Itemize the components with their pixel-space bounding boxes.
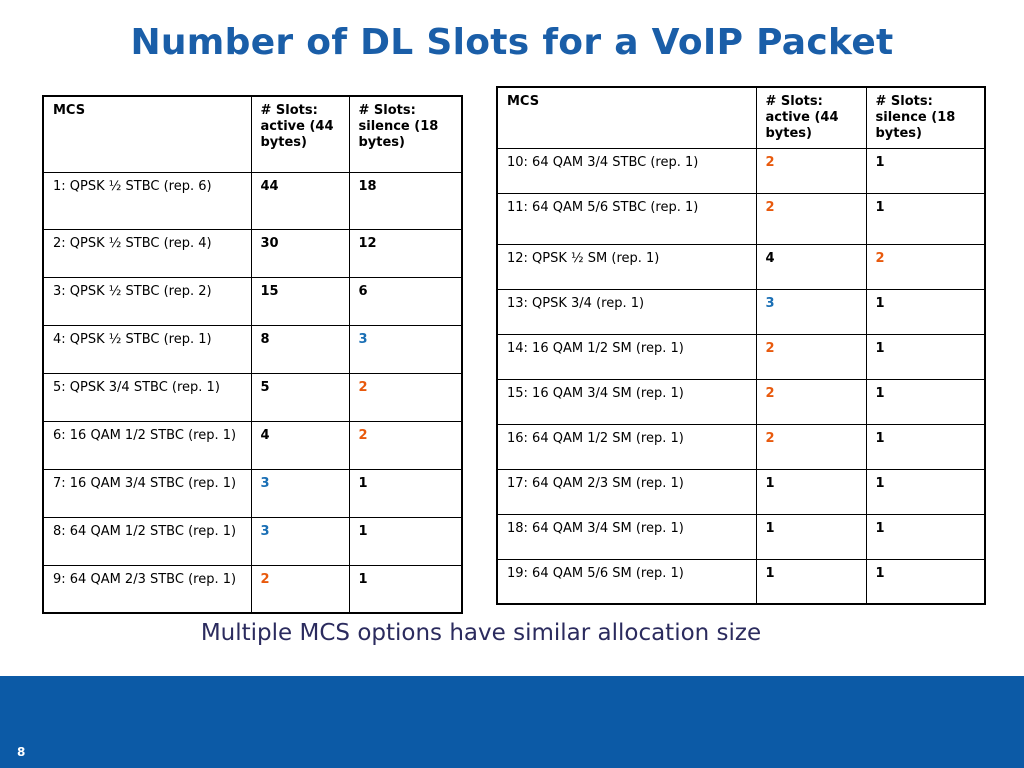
- footer-bar: [0, 676, 1024, 768]
- column-header: MCS: [42, 95, 252, 173]
- table-row: 16: 64 QAM 1/2 SM (rep. 1) 2 1: [496, 423, 986, 470]
- table-row: 6: 16 QAM 1/2 STBC (rep. 1) 4 2: [42, 420, 463, 470]
- mcs-cell: 15: 16 QAM 3/4 SM (rep. 1): [496, 378, 757, 425]
- mcs-cell: 4: QPSK ½ STBC (rep. 1): [42, 324, 252, 374]
- slots-silence-cell: 1: [348, 468, 463, 518]
- slots-silence-cell: 2: [348, 372, 463, 422]
- mcs-table-left: MCS # Slots: active (44 bytes) # Slots: si…: [42, 95, 463, 614]
- mcs-cell: 7: 16 QAM 3/4 STBC (rep. 1): [42, 468, 252, 518]
- slots-silence-cell: 6: [348, 276, 463, 326]
- mcs-cell: 16: 64 QAM 1/2 SM (rep. 1): [496, 423, 757, 470]
- mcs-cell: 6: 16 QAM 1/2 STBC (rep. 1): [42, 420, 252, 470]
- slots-active-cell: 44: [250, 171, 350, 230]
- slots-silence-cell: 3: [348, 324, 463, 374]
- slots-silence-cell: 1: [348, 516, 463, 566]
- slots-silence-cell: 2: [348, 420, 463, 470]
- mcs-cell: 11: 64 QAM 5/6 STBC (rep. 1): [496, 192, 757, 245]
- mcs-cell: 2: QPSK ½ STBC (rep. 4): [42, 228, 252, 278]
- slots-active-cell: 2: [755, 147, 867, 194]
- slots-silence-cell: 1: [865, 468, 986, 515]
- mcs-cell: 18: 64 QAM 3/4 SM (rep. 1): [496, 513, 757, 560]
- table-row: 11: 64 QAM 5/6 STBC (rep. 1) 2 1: [496, 192, 986, 245]
- column-header: MCS: [496, 86, 757, 149]
- slots-silence-cell: 1: [865, 378, 986, 425]
- table-row: 9: 64 QAM 2/3 STBC (rep. 1) 2 1: [42, 564, 463, 614]
- slots-active-cell: 2: [755, 192, 867, 245]
- slots-silence-cell: 1: [865, 147, 986, 194]
- mcs-cell: 13: QPSK 3/4 (rep. 1): [496, 288, 757, 335]
- mcs-cell: 5: QPSK 3/4 STBC (rep. 1): [42, 372, 252, 422]
- slots-silence-cell: 1: [348, 564, 463, 614]
- slots-silence-cell: 1: [865, 192, 986, 245]
- slots-active-cell: 3: [250, 468, 350, 518]
- mcs-cell: 12: QPSK ½ SM (rep. 1): [496, 243, 757, 290]
- slots-active-cell: 2: [250, 564, 350, 614]
- table-row: 14: 16 QAM 1/2 SM (rep. 1) 2 1: [496, 333, 986, 380]
- slots-active-cell: 30: [250, 228, 350, 278]
- slots-active-cell: 1: [755, 513, 867, 560]
- mcs-cell: 10: 64 QAM 3/4 STBC (rep. 1): [496, 147, 757, 194]
- mcs-cell: 17: 64 QAM 2/3 SM (rep. 1): [496, 468, 757, 515]
- slots-active-cell: 1: [755, 468, 867, 515]
- table-row: 3: QPSK ½ STBC (rep. 2) 15 6: [42, 276, 463, 326]
- table-row: 2: QPSK ½ STBC (rep. 4) 30 12: [42, 228, 463, 278]
- table-row: 17: 64 QAM 2/3 SM (rep. 1) 1 1: [496, 468, 986, 515]
- table-row: 19: 64 QAM 5/6 SM (rep. 1) 1 1: [496, 558, 986, 605]
- table-row: 18: 64 QAM 3/4 SM (rep. 1) 1 1: [496, 513, 986, 560]
- column-header: # Slots: silence (18 bytes): [348, 95, 463, 173]
- slots-silence-cell: 18: [348, 171, 463, 230]
- slots-active-cell: 15: [250, 276, 350, 326]
- slots-active-cell: 1: [755, 558, 867, 605]
- mcs-cell: 8: 64 QAM 1/2 STBC (rep. 1): [42, 516, 252, 566]
- mcs-cell: 9: 64 QAM 2/3 STBC (rep. 1): [42, 564, 252, 614]
- slots-active-cell: 4: [755, 243, 867, 290]
- column-header: # Slots: silence (18 bytes): [865, 86, 986, 149]
- mcs-table-right: MCS # Slots: active (44 bytes) # Slots: si…: [496, 86, 986, 605]
- table-row: 7: 16 QAM 3/4 STBC (rep. 1) 3 1: [42, 468, 463, 518]
- slots-active-cell: 2: [755, 378, 867, 425]
- slots-silence-cell: 1: [865, 333, 986, 380]
- slide-caption: Multiple MCS options have similar alloca…: [200, 620, 762, 646]
- slots-active-cell: 8: [250, 324, 350, 374]
- column-header: # Slots: active (44 bytes): [755, 86, 867, 149]
- mcs-cell: 3: QPSK ½ STBC (rep. 2): [42, 276, 252, 326]
- table-row: 8: 64 QAM 1/2 STBC (rep. 1) 3 1: [42, 516, 463, 566]
- slots-active-cell: 5: [250, 372, 350, 422]
- mcs-cell: 19: 64 QAM 5/6 SM (rep. 1): [496, 558, 757, 605]
- table-header-row: MCS # Slots: active (44 bytes) # Slots: si…: [496, 86, 986, 149]
- slots-silence-cell: 1: [865, 423, 986, 470]
- slots-active-cell: 3: [250, 516, 350, 566]
- slots-active-cell: 3: [755, 288, 867, 335]
- slots-silence-cell: 1: [865, 558, 986, 605]
- slots-silence-cell: 2: [865, 243, 986, 290]
- slots-active-cell: 2: [755, 423, 867, 470]
- table-row: 12: QPSK ½ SM (rep. 1) 4 2: [496, 243, 986, 290]
- table-header-row: MCS # Slots: active (44 bytes) # Slots: si…: [42, 95, 463, 173]
- slots-active-cell: 2: [755, 333, 867, 380]
- table-row: 5: QPSK 3/4 STBC (rep. 1) 5 2: [42, 372, 463, 422]
- slide-title: Number of DL Slots for a VoIP Packet: [130, 22, 894, 63]
- table-row: 10: 64 QAM 3/4 STBC (rep. 1) 2 1: [496, 147, 986, 194]
- slots-silence-cell: 1: [865, 288, 986, 335]
- table-row: 1: QPSK ½ STBC (rep. 6) 44 18: [42, 171, 463, 230]
- column-header: # Slots: active (44 bytes): [250, 95, 350, 173]
- table-row: 4: QPSK ½ STBC (rep. 1) 8 3: [42, 324, 463, 374]
- slots-silence-cell: 12: [348, 228, 463, 278]
- mcs-cell: 1: QPSK ½ STBC (rep. 6): [42, 171, 252, 230]
- page-number: 8: [17, 745, 26, 759]
- slots-silence-cell: 1: [865, 513, 986, 560]
- table-row: 13: QPSK 3/4 (rep. 1) 3 1: [496, 288, 986, 335]
- mcs-cell: 14: 16 QAM 1/2 SM (rep. 1): [496, 333, 757, 380]
- slots-active-cell: 4: [250, 420, 350, 470]
- table-row: 15: 16 QAM 3/4 SM (rep. 1) 2 1: [496, 378, 986, 425]
